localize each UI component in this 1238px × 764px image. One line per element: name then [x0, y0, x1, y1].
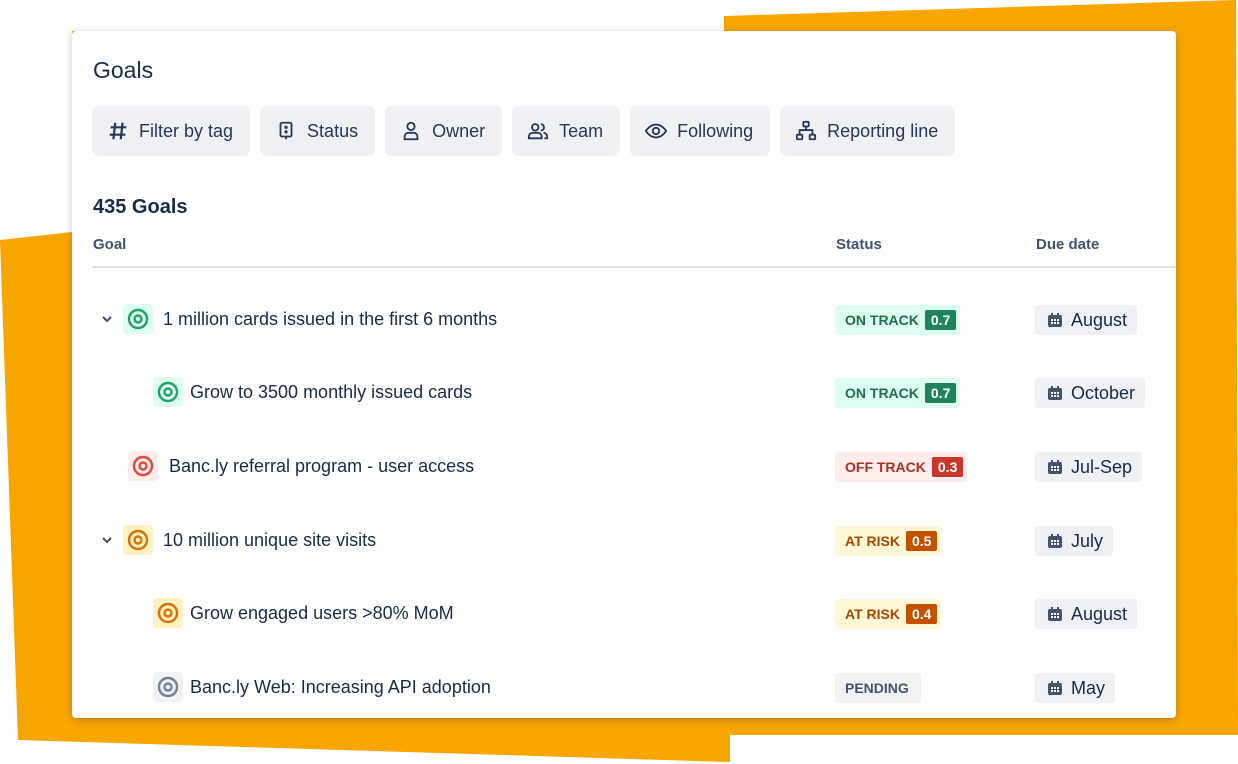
hash-icon — [109, 122, 127, 140]
status-text: ON TRACK — [845, 312, 919, 328]
header-divider — [92, 266, 1176, 268]
goal-row[interactable]: Banc.ly referral program - user access OF… — [72, 447, 1176, 487]
due-date-text: Jul-Sep — [1071, 456, 1133, 477]
calendar-icon — [1048, 386, 1062, 400]
due-date[interactable]: Jul-Sep — [1035, 452, 1143, 482]
status-lozenge: PENDING — [835, 673, 921, 703]
calendar-icon — [1048, 607, 1062, 621]
goal-name[interactable]: 1 million cards issued in the first 6 mo… — [163, 309, 498, 329]
filter-bar: Filter by tag Status Owner Team Followin… — [92, 106, 956, 156]
goal-row[interactable]: 1 million cards issued in the first 6 mo… — [72, 300, 1176, 340]
status-score: 0.7 — [924, 383, 957, 403]
chevron-down-icon[interactable] — [100, 312, 114, 326]
filter-by-tag-button[interactable]: Filter by tag — [92, 106, 251, 156]
goal-name[interactable]: Banc.ly Web: Increasing API adoption — [190, 677, 491, 697]
due-date-text: August — [1071, 603, 1128, 624]
filter-label: Status — [307, 120, 359, 141]
status-lozenge: AT RISK 0.4 — [835, 599, 942, 629]
reporting-line-filter-button[interactable]: Reporting line — [780, 106, 956, 156]
calendar-icon — [1048, 681, 1062, 695]
calendar-icon — [1048, 534, 1062, 548]
status-score: 0.7 — [924, 310, 957, 330]
due-date[interactable]: August — [1035, 599, 1138, 629]
filter-label: Following — [677, 120, 754, 141]
due-date[interactable]: August — [1035, 305, 1138, 335]
filter-label: Team — [559, 120, 604, 141]
status-text: AT RISK — [845, 606, 900, 622]
due-date-text: August — [1071, 309, 1128, 330]
person-icon — [403, 121, 419, 141]
status-filter-button[interactable]: Status — [260, 106, 376, 156]
status-text: PENDING — [845, 680, 909, 696]
status-lozenge: AT RISK 0.5 — [835, 526, 942, 556]
following-filter-button[interactable]: Following — [630, 106, 771, 156]
due-date[interactable]: July — [1035, 526, 1114, 556]
filter-label: Reporting line — [827, 120, 939, 141]
status-text: OFF TRACK — [845, 459, 926, 475]
due-date[interactable]: May — [1035, 673, 1116, 703]
hierarchy-icon — [796, 120, 817, 141]
status-lozenge: OFF TRACK 0.3 — [835, 452, 968, 482]
status-score: 0.3 — [931, 457, 964, 477]
status-score: 0.5 — [905, 531, 938, 551]
goal-name[interactable]: 10 million unique site visits — [163, 530, 377, 550]
column-header-goal[interactable]: Goal — [93, 236, 127, 253]
eye-icon — [645, 123, 668, 139]
filter-label: Owner — [432, 120, 486, 141]
owner-filter-button[interactable]: Owner — [385, 106, 503, 156]
status-text: ON TRACK — [845, 385, 919, 401]
goal-name[interactable]: Grow engaged users >80% MoM — [190, 603, 454, 623]
goal-target-icon — [123, 525, 153, 555]
status-lozenge: ON TRACK 0.7 — [835, 378, 961, 408]
due-date-text: May — [1071, 677, 1106, 698]
goal-target-icon — [153, 598, 183, 628]
page-title: Goals — [93, 57, 154, 83]
goal-target-icon — [153, 377, 183, 407]
status-lozenge: ON TRACK 0.7 — [835, 305, 961, 335]
people-icon — [528, 123, 549, 140]
due-date-text: October — [1071, 382, 1136, 403]
goal-row[interactable]: Grow to 3500 monthly issued cards ON TRAC… — [72, 373, 1176, 413]
status-text: AT RISK — [845, 533, 900, 549]
due-date-text: July — [1071, 530, 1104, 551]
goal-row[interactable]: Grow engaged users >80% MoM AT RISK 0.4 Aug… — [72, 594, 1176, 634]
team-filter-button[interactable]: Team — [512, 106, 621, 156]
column-header-status[interactable]: Status — [836, 236, 882, 253]
goal-target-icon — [153, 672, 183, 702]
column-header-due-date[interactable]: Due date — [1036, 236, 1100, 253]
goal-row[interactable]: Banc.ly Web: Increasing API adoption PEND… — [72, 668, 1176, 708]
status-icon — [279, 121, 293, 140]
calendar-icon — [1048, 460, 1062, 474]
filter-label: Filter by tag — [139, 120, 234, 141]
chevron-down-icon[interactable] — [100, 533, 114, 547]
goals-panel: Goals Filter by tag Status Owner Team Fo… — [72, 31, 1176, 718]
calendar-icon — [1048, 313, 1062, 327]
goal-target-icon — [128, 451, 158, 481]
goal-name[interactable]: Grow to 3500 monthly issued cards — [190, 382, 473, 402]
goal-row[interactable]: 10 million unique site visits AT RISK 0.5 J… — [72, 521, 1176, 561]
status-score: 0.4 — [905, 604, 938, 624]
goal-target-icon — [123, 304, 153, 334]
goal-name[interactable]: Banc.ly referral program - user access — [169, 456, 475, 476]
goal-count: 435 Goals — [93, 196, 188, 218]
due-date[interactable]: October — [1035, 378, 1146, 408]
